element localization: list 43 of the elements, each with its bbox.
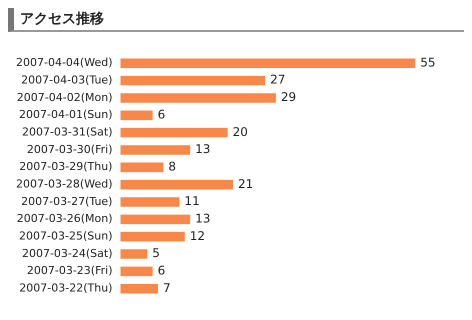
- data-label: 13: [195, 142, 210, 156]
- y-tick-label: 2007-04-04(Wed): [16, 56, 112, 70]
- y-tick-label: 2007-03-25(Sun): [19, 230, 112, 243]
- y-tick-label: 2007-03-31(Sat): [22, 126, 112, 138]
- bar: [120, 232, 185, 242]
- data-label: 29: [280, 90, 296, 104]
- data-label: 55: [420, 55, 436, 70]
- bar: [120, 128, 228, 138]
- bar: [120, 180, 234, 190]
- bar: [120, 93, 276, 103]
- y-tick-label: 2007-03-22(Thu): [19, 282, 112, 295]
- data-label: 20: [232, 124, 248, 139]
- bar: [120, 197, 180, 207]
- bar: [120, 58, 416, 68]
- y-tick-label: 2007-03-24(Sat): [22, 246, 112, 260]
- data-label: 21: [238, 176, 254, 191]
- data-label: 27: [270, 72, 286, 87]
- data-label: 6: [158, 107, 166, 122]
- y-tick-label: 2007-03-27(Tue): [21, 194, 112, 208]
- data-label: 12: [190, 228, 206, 243]
- bar: [120, 266, 153, 276]
- y-tick-label: 2007-03-29(Thu): [19, 160, 112, 174]
- y-tick-label: 2007-04-03(Tue): [21, 73, 112, 86]
- bar: [120, 214, 190, 224]
- bar: [120, 76, 266, 86]
- data-label: 6: [158, 264, 166, 278]
- data-label: 7: [163, 280, 171, 295]
- data-label: 11: [184, 194, 200, 208]
- y-tick-label: 2007-04-02(Mon): [16, 90, 112, 104]
- y-tick-label: 2007-04-01(Sun): [19, 108, 112, 122]
- bar: [120, 284, 158, 294]
- data-label: 13: [195, 211, 210, 226]
- bar: [120, 162, 164, 172]
- y-tick-label: 2007-03-23(Fri): [26, 264, 112, 278]
- y-tick-label: 2007-03-26(Mon): [16, 212, 112, 226]
- bar: [120, 110, 153, 120]
- bar: [120, 249, 148, 259]
- bar: [120, 145, 190, 155]
- y-tick-label: 2007-03-30(Fri): [26, 142, 112, 156]
- chart-title: アクセス推移: [8, 8, 464, 32]
- data-label: 8: [168, 159, 176, 174]
- y-tick-label: 2007-03-28(Wed): [16, 178, 112, 191]
- data-label: 5: [152, 246, 160, 260]
